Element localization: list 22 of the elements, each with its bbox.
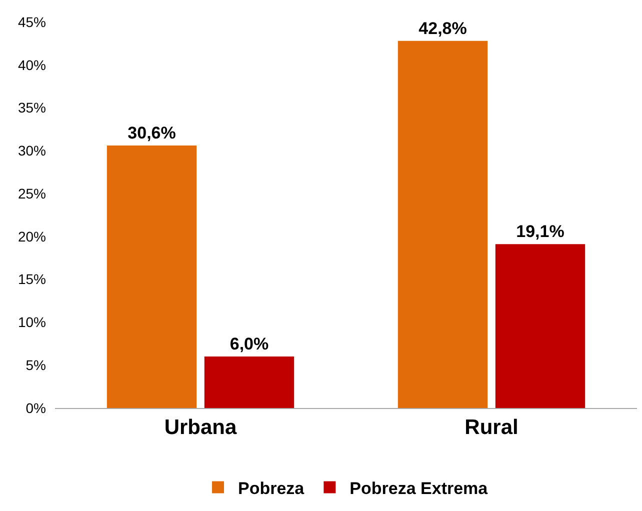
y-tick-label: 20% [18, 228, 46, 244]
y-tick-label: 0% [26, 400, 46, 416]
x-tick-label: Rural [464, 416, 518, 440]
y-tick-label: 10% [18, 314, 46, 330]
bar [398, 40, 488, 408]
bar [495, 244, 586, 408]
y-tick-label: 45% [18, 14, 46, 30]
y-tick-label: 15% [18, 271, 46, 288]
legend-label: Pobreza [238, 478, 305, 498]
bar [204, 356, 294, 408]
y-tick-label: 30% [18, 142, 46, 159]
bar [106, 146, 197, 408]
data-label: 30,6% [128, 124, 176, 143]
y-tick-label: 5% [26, 357, 46, 374]
data-label: 19,1% [516, 222, 564, 242]
y-tick-label: 25% [18, 185, 46, 202]
data-label: 42,8% [418, 18, 467, 38]
data-label: 6,0% [230, 334, 269, 354]
x-tick-label: Urbana [164, 416, 237, 440]
y-tick-label: 35% [18, 100, 46, 116]
y-tick-label: 40% [18, 56, 46, 73]
legend-label: Pobreza Extrema [350, 478, 488, 498]
